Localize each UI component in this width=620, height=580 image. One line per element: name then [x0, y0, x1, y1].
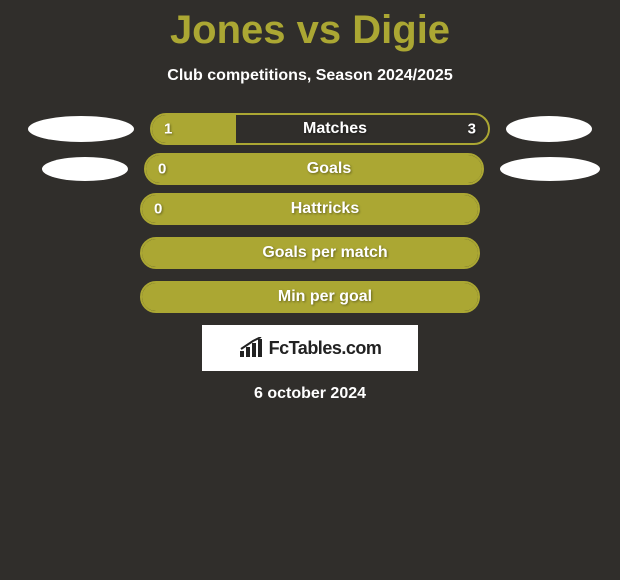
stat-row-goals: 0 Goals [0, 153, 620, 185]
stat-bars-rest: 0 Hattricks Goals per match Min per goal [140, 193, 480, 313]
source-logo-link[interactable]: FcTables.com [202, 325, 418, 371]
date-label: 6 october 2024 [0, 385, 620, 403]
player-right-avatar [506, 116, 592, 142]
stat-bar-goals: 0 Goals [144, 153, 484, 185]
stat-gpm-label: Goals per match [142, 244, 478, 262]
player-left-avatar [28, 116, 134, 142]
stat-matches-right: 3 [468, 121, 476, 138]
stat-bar-gpm: Goals per match [140, 237, 480, 269]
chart-icon [239, 337, 265, 359]
stat-hattricks-label: Hattricks [142, 200, 478, 218]
source-logo-text: FcTables.com [269, 338, 382, 359]
stat-bar-matches: 1 Matches 3 [150, 113, 490, 145]
page-title: Jones vs Digie [0, 8, 620, 53]
badge-left [42, 157, 128, 181]
stat-matches-label: Matches [152, 120, 488, 138]
stat-goals-label: Goals [146, 160, 482, 178]
stat-row-matches: 1 Matches 3 [0, 113, 620, 145]
stat-bar-hattricks: 0 Hattricks [140, 193, 480, 225]
page-container: Jones vs Digie Club competitions, Season… [0, 0, 620, 580]
page-subtitle: Club competitions, Season 2024/2025 [0, 67, 620, 85]
stat-mpg-label: Min per goal [142, 288, 478, 306]
badge-right [500, 157, 600, 181]
stat-bar-mpg: Min per goal [140, 281, 480, 313]
